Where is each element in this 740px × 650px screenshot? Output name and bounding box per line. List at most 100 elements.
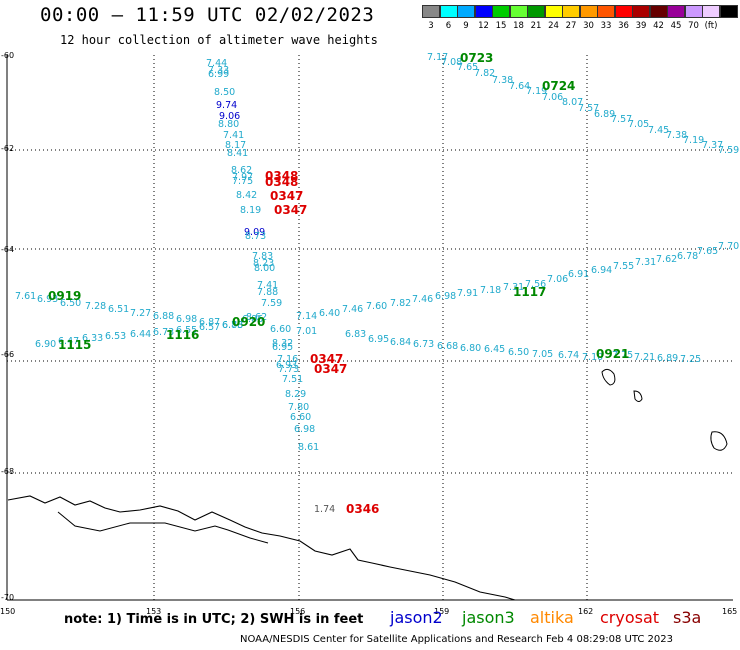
wave-height-value: 6.78 [677,251,698,262]
wave-height-value: 8.23 [253,258,274,269]
wave-height-value: 6.60 [290,412,311,423]
pass-time-label: 0723 [460,51,493,65]
wave-height-value: 8.32 [272,338,293,349]
pass-time-label: 0347 [310,352,343,366]
wave-height-value: 6.73 [413,339,434,350]
wave-height-value: 7.01 [296,326,317,337]
pass-time-label: 0348 [265,175,298,189]
legend-label: 15 [495,21,507,31]
wave-height-value: 7.75 [232,176,253,187]
legend-label: 21 [530,21,542,31]
wave-height-value: 6.98 [176,314,197,325]
wave-height-value: 8.73 [245,231,266,242]
wave-height-value: 7.05 [628,119,649,130]
wave-height-value: 6.94 [591,265,612,276]
lat-tick-label: -68 [1,467,14,476]
wave-height-value: 7.06 [542,92,563,103]
wave-height-value: 6.50 [508,347,529,358]
wave-height-value: 7.08 [441,57,462,68]
legend-swatch [719,5,738,18]
wave-height-value: 7.80 [288,402,309,413]
lon-tick-label: 153 [146,607,161,616]
wave-height-value: 7.28 [85,301,106,312]
wave-height-value: 7.16 [277,354,298,365]
wave-height-value: 7.37 [702,140,723,151]
graticule [7,55,733,600]
wave-height-value: 7.19 [526,86,547,97]
wave-height-value: 6.55 [176,325,197,336]
wave-height-value: 7.25 [680,354,701,365]
wave-height-value: 8.00 [254,263,275,274]
wave-height-value: 7.57 [611,114,632,125]
wave-height-value: 7.75 [612,350,633,361]
pass-time-label: 0348 [265,169,298,183]
axis-labels: -60 -62 -64 -66 -68 -70 150 153 156 159 162 165 [0,51,737,616]
pass-time-labels: 0723072403480348034703470919092011171115… [48,51,629,516]
wave-height-value: 6.88 [153,311,174,322]
map-subtitle: 12 hour collection of altimeter wave hei… [60,33,378,47]
wave-height-value: 8.42 [236,190,257,201]
lat-tick-label: -64 [1,245,14,254]
wave-height-value: 8.17 [225,140,246,151]
wave-height-value: 8.62 [246,312,267,323]
satellite-key-s3a: s3a [673,608,702,627]
lat-tick-label: -60 [1,51,14,60]
wave-height-value: 7.17 [427,52,448,63]
legend-label: 45 [670,21,682,31]
wave-height-value: 7.62 [656,254,677,265]
legend-label: 33 [600,21,612,31]
wave-height-value: 6.33 [82,333,103,344]
lon-tick-label: 159 [434,607,449,616]
wave-height-value: 9.74 [216,100,237,111]
pass-time-label: 0920 [232,315,265,329]
wave-height-value: 7.45 [648,125,669,136]
wave-height-value: 6.40 [319,308,340,319]
pass-time-label: 0347 [270,189,303,203]
wave-height-value: 6.73 [222,320,243,331]
wave-height-value: 7.59 [261,298,282,309]
wave-height-value: 7.82 [390,298,411,309]
satellite-key-cryosat: cryosat [600,608,660,627]
legend-label: 27 [565,21,577,31]
legend-label: 39 [635,21,647,31]
pass-time-label: 0724 [542,79,575,93]
wave-height-value: 6.88 [222,320,243,331]
wave-height-value: 7.19 [683,135,704,146]
pass-time-label: 0347 [274,203,307,217]
wave-height-value: 7.56 [525,279,546,290]
lon-tick-label: 162 [578,607,593,616]
wave-height-value: 1.74 [314,504,335,515]
wave-height-value: 7.61 [15,291,36,302]
island-2 [633,390,643,402]
wave-height-value: 7.44 [206,58,227,69]
map-title: 00:00 — 11:59 UTC 02/02/2023 [40,4,375,26]
wave-height-value: 6.89 [657,353,678,364]
wave-height-value: 8.19 [240,205,261,216]
wave-height-value: 7.41 [257,280,278,291]
wave-height-value: 7.64 [509,81,530,92]
pass-time-label: 1116 [166,328,199,342]
wave-height-value: 6.91 [568,269,589,280]
wave-height-value: 7.31 [635,257,656,268]
antarctic-coastline [7,368,728,601]
legend-label: 12 [478,21,489,31]
wave-height-value: 8.29 [285,389,306,400]
wave-height-value: 7.59 [718,145,739,156]
wave-height-value: 6.87 [199,317,220,328]
wave-height-value: 6.86 [242,314,263,325]
wave-height-value: 6.51 [108,304,129,315]
wave-height-value: 7.05 [532,349,553,360]
footer-note: note: 1) Time is in UTC; 2) SWH is in fe… [64,612,364,627]
wave-height-value: 6.47 [58,336,79,347]
wave-height-value: 8.07 [562,97,583,108]
wave-height-value: 6.93 [37,294,58,305]
wave-height-value: 7.55 [613,261,634,272]
legend-label: 18 [513,21,524,31]
legend-label: 3 [428,21,434,31]
wave-height-value: 6.84 [390,337,411,348]
wave-height-value: 6.68 [437,341,458,352]
wave-height-value: 7.82 [474,68,495,79]
wave-height-value: 7.27 [130,308,151,319]
wave-height-value: 6.95 [272,342,293,353]
lat-tick-label: -62 [1,144,14,153]
